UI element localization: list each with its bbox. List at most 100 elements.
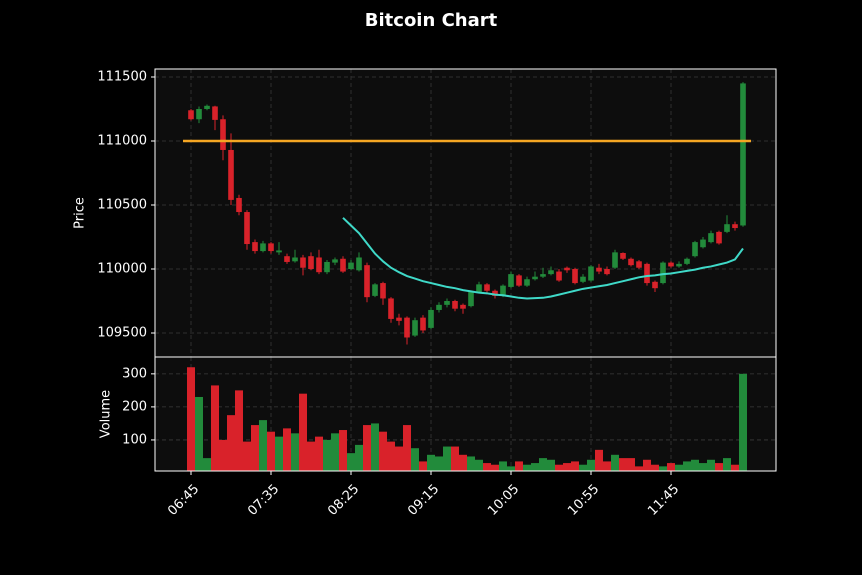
volume-bar (251, 425, 259, 471)
candle-body (444, 301, 450, 305)
candle-body (228, 149, 234, 200)
volume-bar (587, 459, 595, 471)
candle-body (644, 263, 650, 284)
candle-body (220, 119, 226, 150)
candle-body (412, 320, 418, 336)
candle-body (516, 275, 522, 286)
candle-body (676, 263, 682, 267)
candle-body (420, 317, 426, 331)
volume-bar (483, 463, 491, 471)
candle-body (724, 224, 730, 232)
candle-body (204, 105, 210, 109)
volume-bar (435, 456, 443, 471)
volume-bar (523, 464, 531, 471)
candle-body (244, 212, 250, 245)
volume-bar (723, 458, 731, 471)
volume-bar (403, 425, 411, 471)
volume-bar (595, 449, 603, 471)
volume-bar (267, 431, 275, 471)
volume-bar (331, 433, 339, 471)
candle-body (372, 284, 378, 296)
candle-body (484, 284, 490, 291)
y-tick-label: 110000 (97, 262, 147, 277)
candle-body (324, 261, 330, 273)
volume-bar (635, 466, 643, 471)
candle-body (332, 259, 338, 263)
volume-bar (731, 464, 739, 471)
volume-tick-label: 300 (122, 366, 147, 381)
volume-bar (275, 436, 283, 471)
volume-bar (211, 385, 219, 471)
volume-bar (451, 446, 459, 471)
volume-bar (419, 461, 427, 471)
volume-bar (515, 461, 523, 471)
volume-bar (499, 461, 507, 471)
plot-layer (151, 69, 776, 475)
candle-body (708, 233, 714, 243)
y-tick-label: 110500 (97, 198, 147, 213)
volume-bar (347, 453, 355, 471)
volume-bar (195, 396, 203, 471)
candle-body (212, 106, 218, 120)
candle-body (428, 309, 434, 328)
volume-axis-label: Volume (99, 390, 114, 438)
candle-body (276, 250, 282, 253)
volume-bar (603, 461, 611, 471)
candle-body (492, 290, 498, 296)
candle-body (364, 265, 370, 298)
volume-bar (683, 461, 691, 471)
volume-bar (395, 446, 403, 471)
volume-tick-label: 100 (122, 432, 147, 447)
volume-bar (459, 454, 467, 471)
candle-body (540, 274, 546, 277)
y-axis-label: Price (73, 197, 88, 229)
candle-body (604, 269, 610, 275)
candle-body (260, 243, 266, 252)
volume-bar (699, 463, 707, 471)
candle-body (396, 317, 402, 321)
volume-bar (235, 390, 243, 471)
chart-title: Bitcoin Chart (365, 10, 498, 31)
volume-bar (507, 466, 515, 471)
candle-body (236, 197, 242, 213)
volume-bar (371, 423, 379, 471)
candle-body (564, 267, 570, 271)
candle-body (580, 276, 586, 282)
candle-body (668, 262, 674, 267)
volume-bar (427, 454, 435, 471)
volume-bar (411, 448, 419, 471)
volume-bar (643, 459, 651, 471)
volume-bar (299, 393, 307, 471)
candle-body (732, 224, 738, 229)
candle-body (716, 231, 722, 244)
volume-bar (187, 367, 195, 471)
volume-bar (715, 463, 723, 471)
moving-average (342, 217, 744, 300)
volume-bar (675, 464, 683, 471)
candle-body (284, 256, 290, 262)
volume-bar (339, 430, 347, 471)
candle-body (692, 242, 698, 257)
volume-bar (243, 441, 251, 471)
volume-bar (651, 464, 659, 471)
candle-body (452, 301, 458, 309)
candle-body (620, 253, 626, 259)
volume-bar (491, 464, 499, 471)
candle-body (300, 257, 306, 268)
y-tick-label: 111000 (97, 134, 147, 149)
volume-bar (611, 454, 619, 471)
candle-body (404, 317, 410, 338)
candle-body (308, 256, 314, 269)
candle-body (532, 276, 538, 280)
volume-bar (547, 459, 555, 471)
candle-body (388, 298, 394, 319)
candle-body (508, 274, 514, 287)
volume-bar (475, 459, 483, 471)
candle-body (476, 284, 482, 293)
volume-bar (571, 461, 579, 471)
candle-body (356, 257, 362, 271)
candle-body (196, 109, 202, 120)
candle-body (556, 271, 562, 281)
volume-bar (203, 458, 211, 471)
volume-tick-label: 200 (122, 399, 147, 414)
